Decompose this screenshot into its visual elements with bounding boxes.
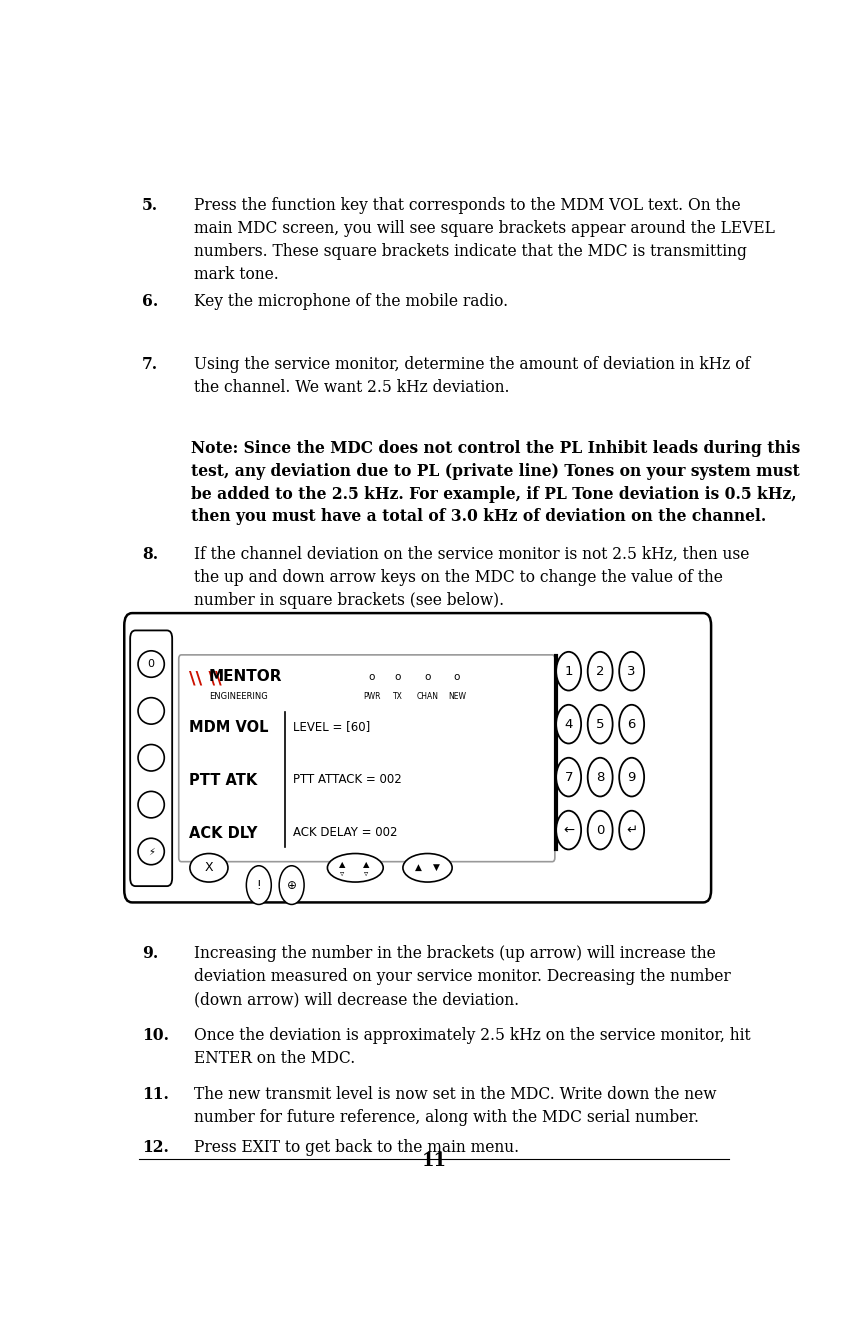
FancyBboxPatch shape — [125, 613, 711, 902]
Text: CHAN: CHAN — [417, 692, 439, 701]
Circle shape — [619, 652, 645, 691]
Text: Note: Since the MDC does not control the PL Inhibit leads during this
test, any : Note: Since the MDC does not control the… — [191, 441, 800, 525]
Text: 7: 7 — [564, 770, 573, 783]
Circle shape — [619, 811, 645, 849]
Text: 11.: 11. — [142, 1086, 169, 1103]
Text: ⚡: ⚡ — [147, 847, 155, 856]
Text: 8: 8 — [596, 770, 605, 783]
Circle shape — [556, 652, 581, 691]
Ellipse shape — [403, 853, 452, 882]
Text: Using the service monitor, determine the amount of deviation in kHz of
the chann: Using the service monitor, determine the… — [195, 356, 750, 397]
Text: ▲: ▲ — [415, 864, 422, 872]
Circle shape — [619, 758, 645, 796]
Circle shape — [280, 865, 304, 905]
Ellipse shape — [138, 697, 164, 724]
FancyBboxPatch shape — [179, 655, 555, 861]
Circle shape — [588, 705, 612, 744]
Text: Increasing the number in the brackets (up arrow) will increase the
deviation mea: Increasing the number in the brackets (u… — [195, 945, 731, 1008]
Ellipse shape — [328, 853, 383, 882]
Text: PWR: PWR — [363, 692, 380, 701]
Text: ENGINEERING: ENGINEERING — [209, 692, 268, 701]
Text: MDM VOL: MDM VOL — [189, 720, 268, 736]
Text: If the channel deviation on the service monitor is not 2.5 kHz, then use
the up : If the channel deviation on the service … — [195, 546, 750, 609]
Text: 6: 6 — [628, 717, 636, 730]
Circle shape — [556, 758, 581, 796]
Circle shape — [556, 811, 581, 849]
Text: 9.: 9. — [142, 945, 158, 962]
Circle shape — [556, 705, 581, 744]
Text: ↵: ↵ — [626, 824, 637, 836]
Circle shape — [588, 811, 612, 849]
Text: 1: 1 — [564, 664, 573, 677]
Text: Key the microphone of the mobile radio.: Key the microphone of the mobile radio. — [195, 294, 508, 310]
Text: LEVEL = [60]: LEVEL = [60] — [293, 720, 370, 733]
Circle shape — [588, 652, 612, 691]
Text: MENTOR: MENTOR — [209, 669, 282, 684]
Text: 9: 9 — [628, 770, 636, 783]
Text: ⊕: ⊕ — [286, 878, 296, 892]
Text: !: ! — [257, 878, 261, 892]
Text: o: o — [424, 672, 431, 683]
Text: ACK DLY: ACK DLY — [189, 826, 257, 841]
Text: ←: ← — [563, 824, 574, 836]
Text: ▲: ▲ — [339, 860, 346, 869]
Circle shape — [619, 705, 645, 744]
Text: 3: 3 — [628, 664, 636, 677]
Ellipse shape — [138, 839, 164, 865]
Ellipse shape — [190, 853, 228, 882]
Text: 8.: 8. — [142, 546, 158, 562]
Text: Press the function key that corresponds to the MDM VOL text. On the
main MDC scr: Press the function key that corresponds … — [195, 197, 775, 283]
Ellipse shape — [138, 745, 164, 771]
Text: ▿: ▿ — [340, 868, 345, 877]
Text: NEW: NEW — [448, 692, 466, 701]
Text: 11: 11 — [422, 1152, 446, 1171]
Text: ▼: ▼ — [434, 864, 440, 872]
Text: ▲: ▲ — [363, 860, 369, 869]
Text: 5.: 5. — [142, 197, 158, 214]
Text: \\ \\: \\ \\ — [189, 669, 222, 687]
Text: 5: 5 — [596, 717, 605, 730]
Text: o: o — [395, 672, 401, 683]
Text: PTT ATK: PTT ATK — [189, 773, 257, 789]
FancyBboxPatch shape — [130, 631, 172, 886]
Text: 10.: 10. — [142, 1027, 169, 1044]
Text: 0: 0 — [596, 824, 605, 836]
Ellipse shape — [138, 651, 164, 677]
Text: ACK DELAY = 002: ACK DELAY = 002 — [293, 826, 397, 839]
Text: 0: 0 — [147, 659, 155, 669]
Text: o: o — [454, 672, 460, 683]
Circle shape — [588, 758, 612, 796]
Text: TX: TX — [393, 692, 403, 701]
Circle shape — [246, 865, 271, 905]
Text: Press EXIT to get back to the main menu.: Press EXIT to get back to the main menu. — [195, 1139, 519, 1156]
Ellipse shape — [138, 791, 164, 818]
Text: 2: 2 — [596, 664, 605, 677]
Text: PTT ATTACK = 002: PTT ATTACK = 002 — [293, 773, 401, 786]
Text: ▿: ▿ — [363, 868, 368, 877]
Text: 6.: 6. — [142, 294, 158, 310]
Text: Once the deviation is approximately 2.5 kHz on the service monitor, hit
ENTER on: Once the deviation is approximately 2.5 … — [195, 1027, 751, 1066]
Text: X: X — [205, 861, 213, 875]
Text: The new transmit level is now set in the MDC. Write down the new
number for futu: The new transmit level is now set in the… — [195, 1086, 717, 1126]
Text: 4: 4 — [564, 717, 573, 730]
Text: 12.: 12. — [142, 1139, 169, 1156]
Text: 7.: 7. — [142, 356, 158, 373]
Text: o: o — [368, 672, 375, 683]
